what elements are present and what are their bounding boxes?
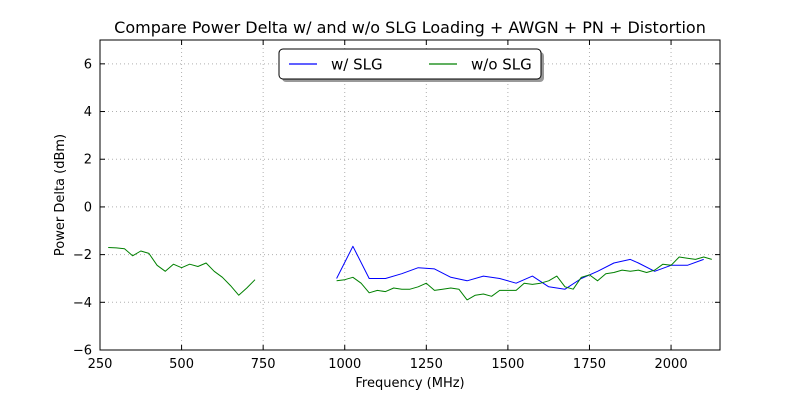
y-axis-label: Power Delta (dBm) bbox=[53, 134, 68, 256]
y-tick-label: 0 bbox=[84, 200, 92, 215]
legend-box bbox=[278, 48, 542, 80]
series-line-1-segment-0 bbox=[108, 247, 256, 296]
y-tick-label: 2 bbox=[84, 153, 92, 168]
series-line-1-segment-1 bbox=[336, 256, 712, 301]
x-axis-label: Frequency (MHz) bbox=[355, 376, 464, 391]
x-tick-label: 1000 bbox=[328, 357, 361, 372]
y-tick-label: −4 bbox=[73, 296, 92, 311]
y-tick-label: −6 bbox=[73, 344, 92, 359]
y-tick-label: 6 bbox=[84, 57, 92, 72]
x-tick-label: 1750 bbox=[573, 357, 606, 372]
series-lines bbox=[108, 245, 712, 301]
y-tick-label: 4 bbox=[84, 105, 92, 120]
axis-ticks: 250 500 750 1000 1250 1500 1750 2000 −6 −4 −2 0 2 4 6 bbox=[73, 40, 720, 372]
chart-title: Compare Power Delta w/ and w/o SLG Loadi… bbox=[114, 18, 706, 37]
y-tick-label: −2 bbox=[73, 248, 92, 263]
plot-frame bbox=[99, 39, 721, 351]
x-tick-label: 2000 bbox=[655, 357, 688, 372]
series-line-0-segment-0 bbox=[336, 245, 704, 290]
x-tick-label: 250 bbox=[88, 357, 113, 372]
x-tick-label: 1500 bbox=[491, 357, 524, 372]
x-tick-label: 500 bbox=[169, 357, 194, 372]
legend-label-0: w/ SLG bbox=[331, 56, 383, 74]
x-tick-label: 1250 bbox=[410, 357, 443, 372]
legend-label-1: w/o SLG bbox=[471, 56, 532, 74]
legend: w/ SLG w/o SLG bbox=[278, 48, 544, 82]
x-tick-label: 750 bbox=[251, 357, 276, 372]
